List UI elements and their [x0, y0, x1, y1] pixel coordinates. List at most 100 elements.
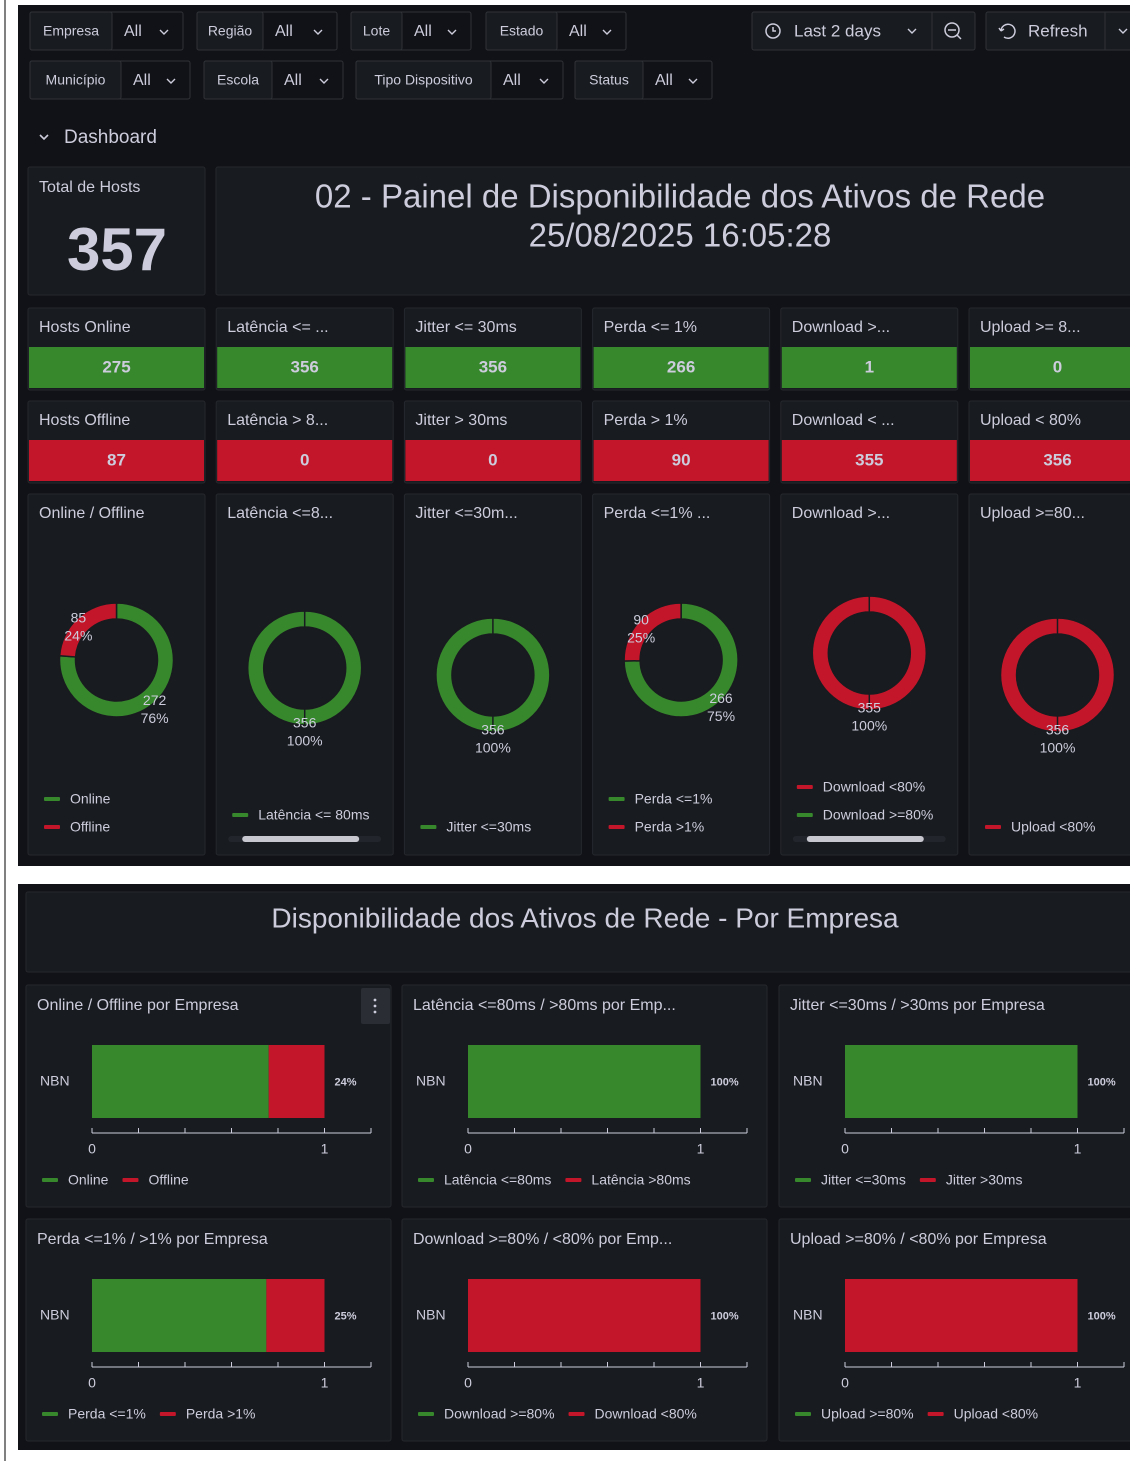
donut-slice	[623, 602, 682, 662]
menu-dot	[373, 1010, 377, 1014]
bar-chart-title: Download >=80% / <80% por Emp...	[413, 1231, 672, 1248]
stat-title: Upload < 80%	[980, 412, 1081, 429]
stat-value: 87	[107, 450, 126, 469]
bar-segment	[845, 1279, 1078, 1352]
legend-label: Upload >=80%	[821, 1406, 914, 1422]
x-tick-label: 1	[321, 1141, 329, 1157]
donut-slice	[58, 602, 118, 658]
legend-swatch	[796, 813, 813, 817]
legend-label: Offline	[70, 819, 110, 835]
menu-dot	[373, 998, 377, 1002]
filter-label: Empresa	[43, 23, 99, 39]
legend-swatch	[985, 825, 1001, 829]
slice-percent-label: 24%	[64, 628, 92, 644]
category-label: NBN	[40, 1073, 70, 1089]
zoom-icon[interactable]	[944, 22, 960, 38]
stat-background	[405, 440, 581, 481]
bar-segment	[468, 1279, 701, 1352]
bar-value-label: 24%	[335, 1076, 357, 1088]
time-picker[interactable]	[751, 11, 976, 51]
legend-label: Download <80%	[823, 779, 925, 795]
filter-value[interactable]: All	[124, 23, 142, 40]
slice-percent-label: 100%	[851, 718, 887, 734]
stat-title: Latência <= ...	[227, 319, 328, 336]
row-chevron[interactable]	[39, 134, 49, 141]
dropdown-chevron	[907, 28, 917, 34]
legend-label: Latência <=80ms	[444, 1172, 551, 1188]
company-title: Disponibilidade dos Ativos de Rede - Por…	[271, 902, 899, 933]
dropdown-chevron	[447, 29, 457, 35]
company-title-panel	[25, 891, 1130, 973]
legend-swatch	[42, 1412, 58, 1416]
dropdown-chevron	[159, 29, 169, 35]
donut-panel	[403, 493, 582, 856]
header-timestamp: 25/08/2025 16:05:28	[529, 217, 832, 254]
bar-segment	[845, 1045, 1078, 1118]
dropdown-chevron	[313, 29, 323, 35]
donut-title: Upload >=80...	[980, 505, 1085, 522]
filter-value[interactable]: All	[133, 72, 151, 89]
filter-value[interactable]: All	[569, 23, 587, 40]
legend-swatch	[232, 813, 249, 817]
x-tick-label: 1	[1074, 1375, 1082, 1391]
refresh-icon	[998, 23, 1016, 39]
filter-label-box	[29, 60, 122, 100]
stat-value: 356	[479, 357, 507, 376]
bar-value-label: 100%	[1088, 1076, 1116, 1088]
filter-label-box	[196, 11, 264, 51]
stat-title: Latência > 8...	[227, 412, 328, 429]
stat-title: Upload >= 8...	[980, 319, 1081, 336]
stat-title: Jitter <= 30ms	[415, 319, 516, 336]
legend-label: Offline	[148, 1172, 188, 1188]
legend-label: Jitter >30ms	[946, 1172, 1023, 1188]
filter-value[interactable]: All	[655, 72, 673, 89]
donut-panel	[780, 493, 959, 856]
filter-value[interactable]: All	[414, 23, 432, 40]
legend-swatch	[122, 1178, 139, 1182]
stat-background	[781, 440, 957, 481]
filter-label: Lote	[363, 23, 390, 39]
filter-value[interactable]: All	[503, 72, 521, 89]
filter-label-box	[203, 60, 273, 100]
bar-value-label: 25%	[335, 1310, 357, 1322]
filter-value[interactable]: All	[275, 23, 293, 40]
category-label: NBN	[40, 1307, 70, 1323]
filter-label: Escola	[217, 72, 259, 88]
x-tick-label: 1	[697, 1141, 705, 1157]
legend-swatch	[568, 1412, 585, 1416]
dropdown-chevron	[319, 78, 329, 84]
stat-title: Perda <= 1%	[604, 319, 697, 336]
donut-slice	[999, 617, 1116, 733]
category-label: NBN	[793, 1307, 823, 1323]
stat-value: 356	[291, 357, 319, 376]
slice-value-label: 356	[1046, 722, 1070, 738]
bar-value-label: 100%	[711, 1310, 739, 1322]
bar-segment	[92, 1279, 267, 1352]
filter-label: Status	[589, 72, 629, 88]
legend-swatch	[795, 1178, 811, 1182]
refresh-label[interactable]: Refresh	[1028, 21, 1088, 40]
slice-value-label: 266	[709, 690, 733, 706]
filter-value[interactable]: All	[284, 72, 302, 89]
legend-label: Download >=80%	[823, 807, 934, 823]
legend-swatch	[420, 825, 437, 829]
donut-title: Download >...	[792, 505, 890, 522]
donut-panel	[27, 493, 206, 856]
filter-label: Tipo Dispositivo	[374, 72, 473, 88]
section-title[interactable]: Dashboard	[64, 127, 157, 148]
donut-slice	[623, 602, 739, 718]
time-range[interactable]: Last 2 days	[794, 21, 881, 40]
total-title: Total de Hosts	[39, 179, 140, 196]
scrollbar-thumb	[242, 836, 360, 842]
category-label: NBN	[793, 1073, 823, 1089]
legend-label: Online	[68, 1172, 109, 1188]
stat-background	[593, 440, 769, 481]
filter-label-box	[29, 11, 113, 51]
refresh-button[interactable]	[985, 11, 1130, 51]
x-tick-label: 0	[88, 1375, 96, 1391]
donut-slice	[58, 602, 175, 718]
stat-background	[217, 347, 393, 388]
dropdown-chevron	[166, 78, 176, 84]
legend-swatch	[795, 1412, 811, 1416]
